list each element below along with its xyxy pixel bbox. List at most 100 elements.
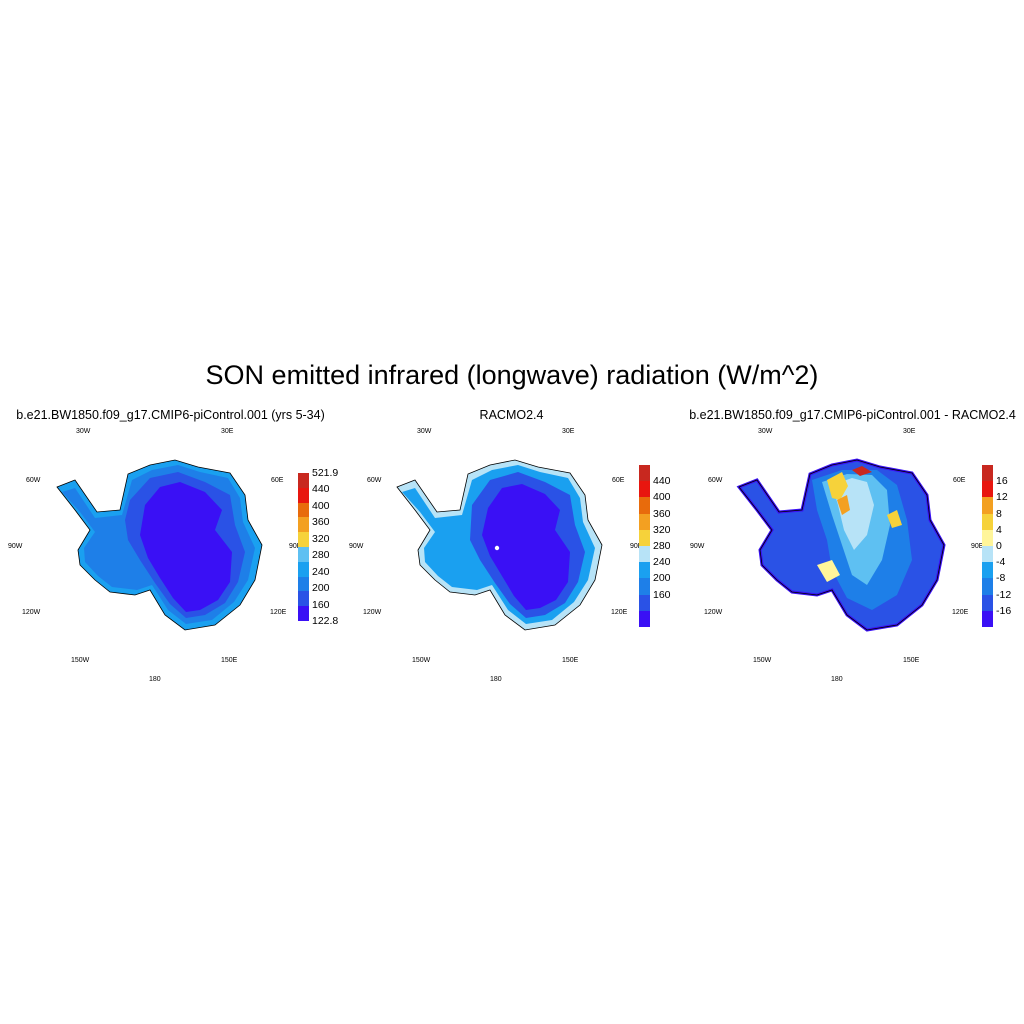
lon-label: 120E: [952, 609, 969, 616]
coastline: [396, 459, 603, 631]
colorbar-swatch: [298, 532, 309, 548]
lon-label: 90W: [690, 543, 705, 550]
colorbar-label: 16: [996, 475, 1008, 488]
colorbar-swatch: [298, 473, 309, 489]
colorbar-label: 280: [312, 549, 330, 562]
lon-label: 30E: [903, 428, 916, 435]
lon-label: 180: [490, 676, 502, 683]
lon-label: 150W: [71, 657, 90, 664]
lon-label: 90E: [630, 543, 643, 550]
lon-label: 150W: [753, 657, 772, 664]
panel-racmo: RACMO2.4 30W 30E 60W 60E 90W 90E 120W 12…: [341, 400, 682, 700]
colorbar-swatch: [639, 497, 650, 515]
colorbar-label: -12: [996, 588, 1012, 601]
colorbar-swatch: [639, 578, 650, 596]
colorbar-label: 440: [653, 475, 671, 488]
colorbar-model: 521.9 440 400 360 320 280 240 200 160 122.8: [298, 467, 358, 627]
colorbar-swatch: [639, 562, 650, 579]
colorbar-swatch: [298, 576, 309, 592]
colorbar-label: 160: [653, 588, 671, 601]
colorbar-swatch: [639, 481, 650, 498]
lon-label: 60W: [367, 477, 382, 484]
colorbar-swatch: [298, 591, 309, 607]
lon-label: 60E: [271, 477, 284, 484]
lon-label: 150E: [221, 657, 238, 664]
lon-label: 120W: [704, 609, 723, 616]
colorbar-swatch: [982, 481, 993, 498]
colorbar-swatch: [982, 562, 993, 579]
lon-label: 30E: [221, 428, 234, 435]
antarctica-map: [736, 458, 946, 632]
colorbar-label: 440: [312, 483, 330, 496]
colorbar-swatch: [982, 529, 993, 547]
colorbar-swatch: [298, 547, 309, 563]
colorbar-racmo: 440 400 360 320 280 240 200 160: [639, 465, 699, 628]
ice-sheet-field: [57, 460, 262, 630]
colorbar-label: 320: [653, 523, 671, 536]
colorbar-swatch: [982, 497, 993, 515]
colorbar-swatch: [298, 502, 309, 518]
colorbar-swatch: [982, 546, 993, 563]
panel-title: RACMO2.4: [479, 408, 544, 422]
panel-difference: b.e21.BW1850.f09_g17.CMIP6-piControl.001…: [682, 400, 1023, 700]
lon-label: 150E: [562, 657, 579, 664]
colorbar-swatch: [982, 465, 993, 482]
lon-label: 90W: [349, 543, 364, 550]
coastline: [56, 459, 263, 631]
antarctica-map: [396, 459, 603, 631]
lon-label: 180: [831, 676, 843, 683]
colorbar-swatch: [298, 487, 309, 504]
colorbar-swatch: [639, 594, 650, 612]
colorbar-swatch: [982, 594, 993, 612]
colorbar-label: 160: [312, 598, 330, 611]
colorbar-label: 12: [996, 491, 1008, 504]
colorbar-label: 280: [653, 540, 671, 552]
colorbar-label: 320: [312, 532, 330, 545]
colorbar-swatch: [639, 529, 650, 547]
colorbar-label: 400: [653, 491, 671, 504]
panel-model: b.e21.BW1850.f09_g17.CMIP6-piControl.001…: [0, 400, 341, 700]
colorbar-label: 200: [312, 582, 330, 595]
lon-label: 120W: [363, 609, 382, 616]
colorbar-swatch: [298, 517, 309, 533]
colorbar-swatch: [298, 561, 309, 578]
figure-title: SON emitted infrared (longwave) radiatio…: [205, 360, 819, 390]
colorbar-label: -4: [996, 556, 1006, 569]
lon-label: 30E: [562, 428, 575, 435]
lon-label: 60E: [953, 477, 966, 484]
colorbar-label: 8: [996, 507, 1002, 520]
antarctica-map: [56, 459, 263, 631]
lon-label: 60W: [708, 477, 723, 484]
lon-label: 60W: [26, 477, 41, 484]
panel-title: b.e21.BW1850.f09_g17.CMIP6-piControl.001…: [689, 408, 1016, 422]
colorbar-label: 240: [312, 565, 330, 578]
colorbar-difference: 16 12 8 4 0 -4 -8 -12 -16: [982, 465, 1024, 628]
lon-label: 90E: [971, 543, 984, 550]
colorbar-swatch: [639, 610, 650, 628]
colorbar-label: -16: [996, 604, 1012, 617]
lon-label: 120W: [22, 609, 41, 616]
colorbar-swatch: [982, 610, 993, 628]
colorbar-label: 360: [312, 516, 330, 529]
colorbar-label: 521.9: [312, 467, 339, 479]
colorbar-swatch: [982, 513, 993, 531]
lon-label: 150E: [903, 657, 920, 664]
colorbar-label: 240: [653, 556, 671, 569]
colorbar-label: 360: [653, 507, 671, 520]
coastline: [738, 459, 945, 631]
colorbar-label: 400: [312, 499, 330, 512]
lon-label: 120E: [611, 609, 628, 616]
colorbar-label: 200: [653, 572, 671, 585]
colorbar-label: 4: [996, 523, 1002, 536]
colorbar-swatch: [639, 546, 650, 563]
colorbar-label: -8: [996, 572, 1006, 585]
lon-label: 150W: [412, 657, 431, 664]
lon-label: 180: [149, 676, 161, 683]
panel-title: b.e21.BW1850.f09_g17.CMIP6-piControl.001…: [16, 408, 325, 422]
lon-label: 30W: [758, 428, 773, 435]
lon-label: 120E: [270, 609, 287, 616]
colorbar-swatch: [982, 578, 993, 596]
lon-label: 60E: [612, 477, 625, 484]
colorbar-swatch: [639, 513, 650, 531]
colorbar-swatch: [639, 465, 650, 482]
